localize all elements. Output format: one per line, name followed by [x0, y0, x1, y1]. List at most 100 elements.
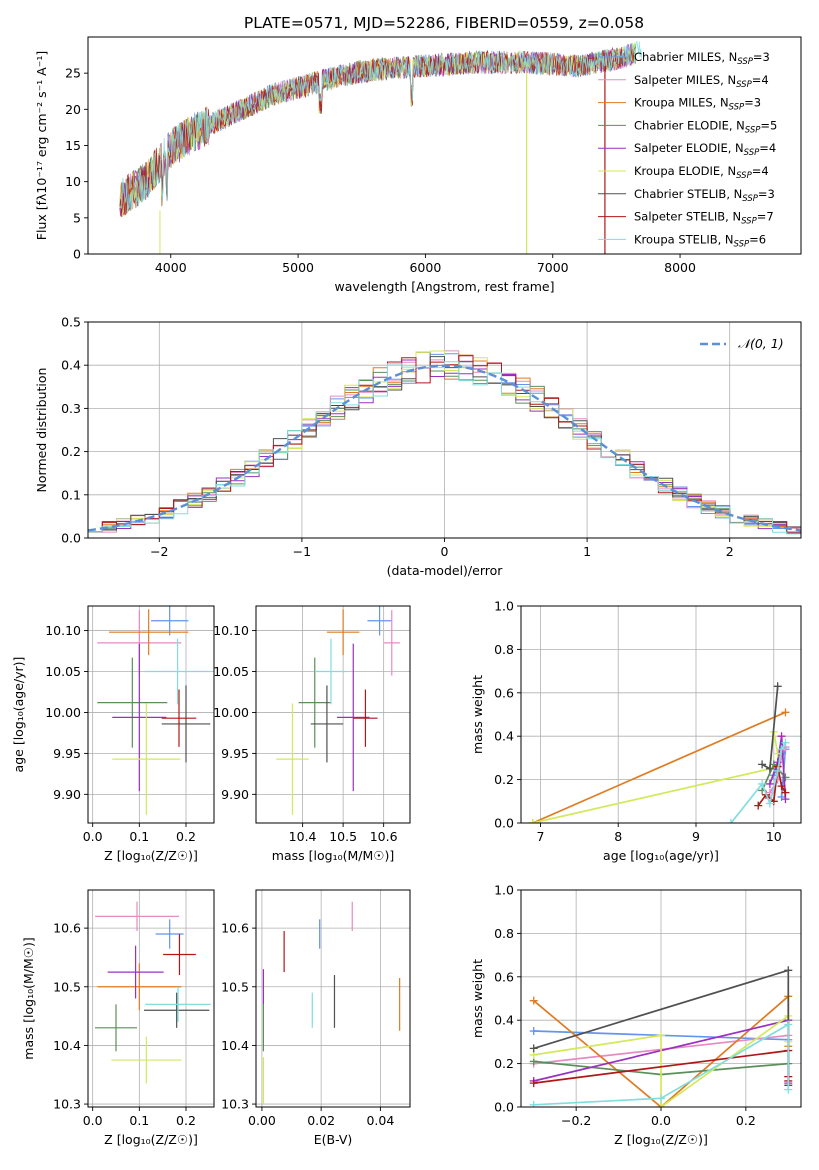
errorbar-point-chabrier-elodie [97, 657, 168, 748]
errorbar-point-salpeter-elodie [112, 643, 167, 792]
y-tick-label: 0.0 [494, 1100, 514, 1115]
x-tick-label: 10.6 [370, 829, 398, 844]
y-tick-label: 0.8 [494, 926, 514, 941]
series-marker [727, 819, 735, 823]
mass-vs-extinction-panel: 0.00 0.02 0.04 10.3 10.4 10.5 10.6 E(B-V) [221, 889, 411, 1147]
series-marker [777, 745, 786, 754]
axes-frame [255, 605, 411, 824]
y-tick-label: 10.5 [221, 979, 249, 994]
series-marker [777, 782, 786, 791]
series-line [533, 1023, 790, 1106]
y-tick-label: 10.05 [213, 664, 249, 679]
y-tick-label: 9.95 [53, 746, 81, 761]
weight-series-kroupa-stelib [727, 738, 790, 823]
errorbar-point-kroupa-elodie [276, 703, 309, 815]
series-line [757, 766, 787, 807]
histogram-kroupa-stelib [88, 361, 801, 538]
x-axis-label: Z [log₁₀(Z/Z☉)] [614, 1132, 708, 1147]
x-tick-label: 5000 [282, 260, 314, 275]
errorbar-point-kroupa-elodie [111, 1036, 182, 1084]
axes-frame [87, 321, 802, 539]
axes-frame [87, 36, 802, 255]
y-tick-label: 0.6 [494, 685, 514, 700]
errorbar-point-kroupa-stelib [314, 638, 348, 705]
x-tick-label: 1 [583, 544, 591, 559]
y-tick-label: 10.3 [221, 1097, 249, 1112]
series-marker [657, 1031, 665, 1040]
errorbar-point-kroupa-elodie [112, 703, 181, 815]
age-vs-metallicity-panel: 0.0 0.1 0.2 9.90 9.95 10.00 10.05 10.10 Z [log₁₀… [11, 605, 215, 863]
plot-area [528, 682, 790, 823]
x-tick-label: 0.2 [176, 1113, 196, 1128]
spectrum-line-kroupa-stelib [119, 40, 642, 213]
x-tick-label: 0.1 [129, 829, 149, 844]
y-tick-label: 5 [73, 210, 81, 225]
x-axis-label: age [log₁₀(age/yr)] [603, 848, 719, 863]
plot-area [95, 901, 211, 1084]
axes-frame [87, 605, 215, 824]
errorbar-point-kroupa-miles [109, 609, 189, 656]
series-marker [784, 1020, 793, 1029]
y-axis-label: mass [log₁₀(M/M☉)] [21, 937, 36, 1059]
series-marker [529, 996, 538, 1005]
y-tick-label: 25 [65, 66, 81, 81]
weight-series-chabrier-stelib [758, 682, 782, 773]
series-line [761, 686, 779, 771]
errorbar-point-chabrier-stelib [144, 992, 210, 1028]
series-marker [781, 788, 790, 797]
y-tick-label: 20 [65, 102, 81, 117]
y-tick-label: 10.6 [53, 921, 81, 936]
y-axis-label: mass weight [470, 675, 485, 754]
y-tick-label: 10.4 [53, 1038, 81, 1053]
x-tick-label: 0.0 [651, 1113, 671, 1128]
y-tick-label: 0.2 [61, 444, 81, 459]
series-marker [529, 1044, 538, 1053]
errorbar-point-chabrier-stelib [310, 685, 344, 763]
x-tick-label: −1 [293, 544, 311, 559]
x-tick-label: −2 [150, 544, 168, 559]
legend-entry: Kroupa STELIB, NSSP=6 [634, 232, 766, 249]
x-tick-label: 0 [441, 544, 449, 559]
x-tick-label: 0.04 [366, 1113, 394, 1128]
y-tick-label: 10.00 [213, 705, 249, 720]
y-axis-label: Flux [fλ10⁻¹⁷ erg cm⁻² s⁻¹ A⁻¹] [34, 51, 49, 240]
x-tick-label: 0.2 [736, 1113, 756, 1128]
plot-area [88, 350, 801, 538]
x-axis-label: (data-model)/error [387, 563, 504, 578]
errorbar-point-salpeter-elodie [107, 945, 164, 999]
x-tick-label: 0.1 [129, 1113, 149, 1128]
y-tick-label: 10.3 [53, 1097, 81, 1112]
plot-area [262, 901, 401, 1105]
legend-entry: Salpeter STELIB, NSSP=7 [634, 210, 774, 227]
y-tick-label: 10 [65, 174, 81, 189]
y-tick-label: 0 [73, 247, 81, 262]
y-tick-label: 10.00 [45, 705, 81, 720]
spectrum-panel: 4000 5000 6000 7000 8000 0 5 10 15 20 25 wavelength… [34, 36, 802, 294]
x-axis-label: mass [log₁₀(M/M☉)] [272, 848, 394, 863]
x-axis-label: Z [log₁₀(Z/Z☉)] [104, 1132, 198, 1147]
series-marker [781, 773, 790, 782]
x-tick-label: 10.4 [289, 829, 317, 844]
x-tick-label: 0.2 [176, 829, 196, 844]
y-axis-label: Normed distribution [34, 368, 49, 493]
x-tick-label: 10 [766, 829, 782, 844]
series-marker [758, 779, 767, 788]
axes-frame [255, 889, 411, 1108]
errorbar-point-salpeter-stelib [353, 689, 378, 747]
normal-reference-curve [88, 364, 801, 532]
errorbar-point-chabrier-elodie [298, 657, 331, 748]
legend-entry: Salpeter MILES, NSSP=4 [634, 73, 769, 90]
y-tick-label: 15 [65, 138, 81, 153]
errorbar-point-salpeter-miles [95, 901, 179, 932]
axes-frame [520, 605, 802, 824]
series-marker [773, 766, 782, 775]
x-axis-label: wavelength [Angstrom, rest frame] [334, 279, 554, 294]
y-tick-label: 0.4 [61, 358, 81, 373]
figure-title: PLATE=0571, MJD=52286, FIBERID=0559, z=0… [244, 14, 644, 32]
residuals-legend: 𝒩(0, 1) [700, 336, 784, 351]
x-tick-label: −0.2 [561, 1113, 591, 1128]
series-marker [784, 1085, 793, 1094]
legend-entry: Chabrier MILES, NSSP=3 [634, 50, 770, 67]
series-marker [765, 779, 774, 788]
